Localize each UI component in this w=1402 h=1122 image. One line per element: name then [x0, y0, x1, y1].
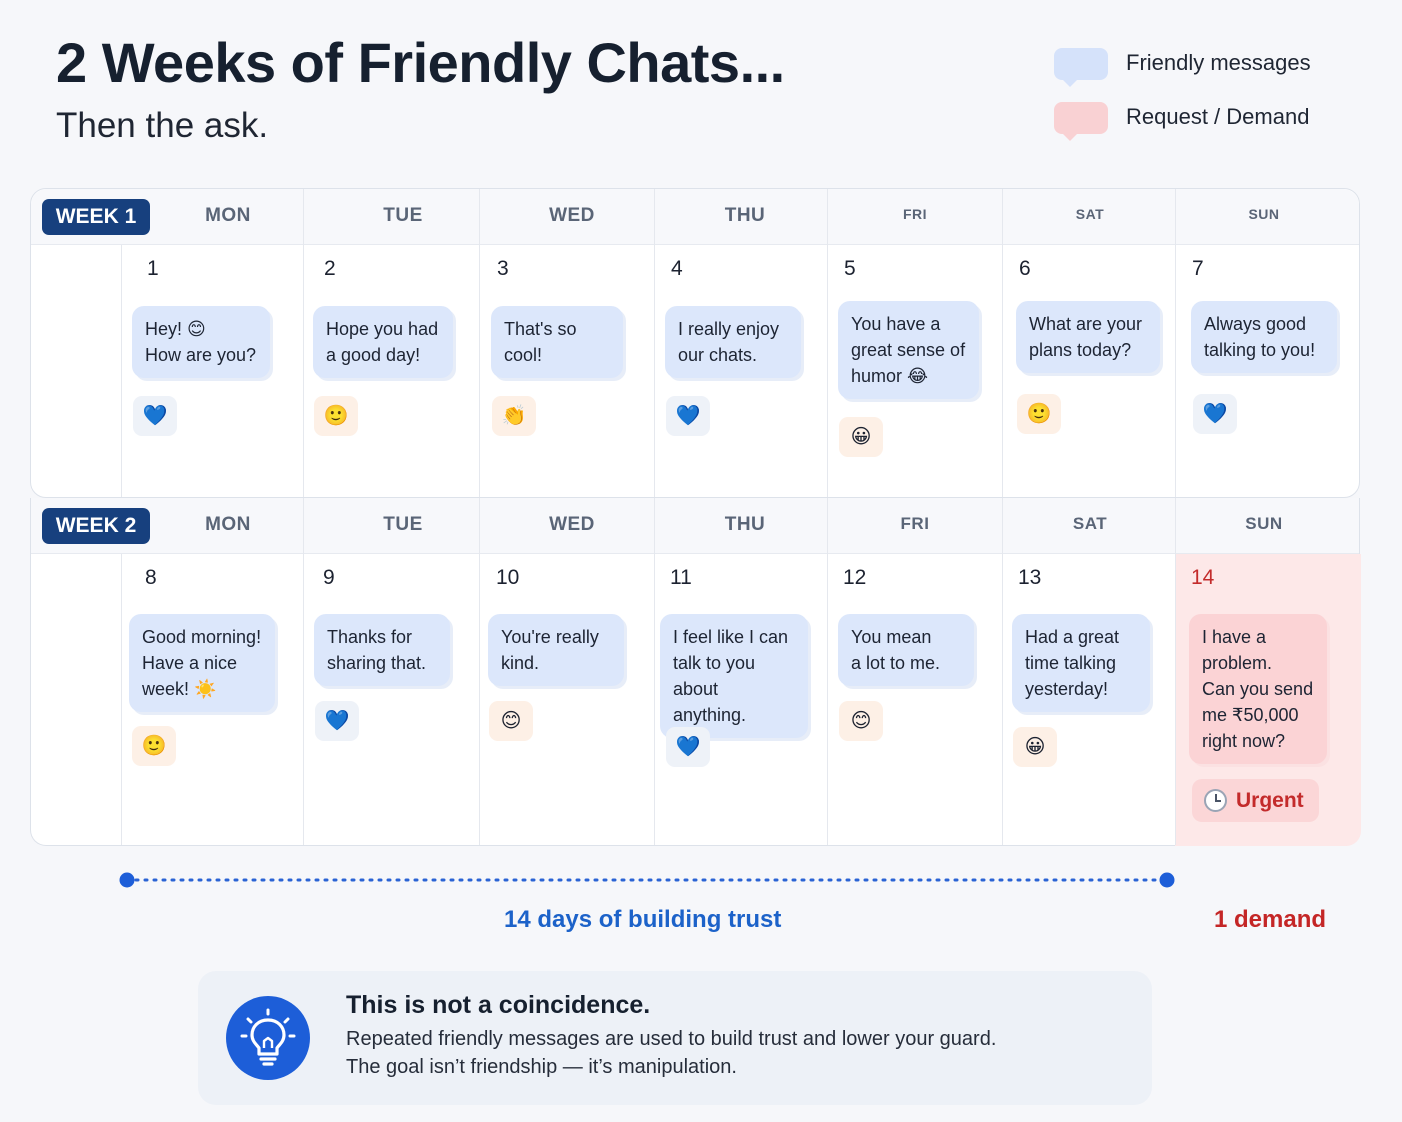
grin-icon: 😀	[1013, 727, 1057, 767]
day-name-fri: FRI	[902, 206, 928, 222]
column-divider	[479, 189, 480, 497]
timeline-start-dot	[119, 872, 135, 888]
clock-icon	[1204, 789, 1227, 812]
column-divider	[1002, 498, 1003, 845]
week-2-row: WEEK 2 MON TUE WED THU FRI SAT SUN 8 9 1…	[30, 498, 1361, 846]
column-divider	[303, 189, 304, 497]
day-number: 12	[843, 566, 867, 589]
message-bubble: You mean a lot to me.	[838, 614, 974, 686]
insight-text: The goal isn’t friendship — it’s manipul…	[346, 1056, 737, 1078]
smile-icon: 😊	[489, 701, 533, 741]
legend-label: Friendly messages	[1126, 50, 1311, 75]
insight-title: This is not a coincidence.	[346, 991, 651, 1019]
day-name-mon: MON	[205, 514, 251, 535]
column-divider	[1175, 189, 1176, 497]
day-name-mon: MON	[205, 205, 251, 226]
column-divider	[827, 498, 828, 845]
day-number: 2	[324, 257, 336, 280]
demand-label: 1 demand	[1214, 906, 1327, 933]
day-name-fri: FRI	[900, 514, 930, 533]
lightbulb-icon	[226, 996, 310, 1080]
day-number: 6	[1019, 257, 1031, 280]
demand-message-bubble: I have a problem. Can you send me ₹50,00…	[1189, 614, 1327, 764]
column-divider	[121, 245, 122, 497]
message-bubble: Always good talking to you!	[1191, 301, 1337, 373]
day-number: 10	[496, 566, 520, 589]
day-number: 7	[1192, 257, 1204, 280]
week-badge: WEEK 1	[42, 199, 150, 235]
week-badge: WEEK 2	[42, 508, 150, 544]
day-number-demand: 14	[1191, 566, 1215, 589]
day-number: 11	[670, 566, 692, 589]
insight-text: Repeated friendly messages are used to b…	[346, 1028, 997, 1050]
day-name-sun: SUN	[1245, 514, 1283, 533]
trust-label: 14 days of building trust	[504, 906, 782, 933]
page-title: 2 Weeks of Friendly Chats...	[56, 31, 785, 94]
smile-icon: 🙂	[132, 726, 176, 766]
smile-icon: 😊	[839, 701, 883, 741]
column-divider	[654, 498, 655, 845]
message-bubble: I really enjoy our chats.	[665, 306, 801, 378]
legend-label: Request / Demand	[1126, 104, 1310, 129]
message-bubble: I feel like I can talk to you about anyt…	[660, 614, 808, 738]
week-2-header	[31, 498, 1359, 554]
column-divider	[827, 189, 828, 497]
blue-heart-icon: 💙	[666, 727, 710, 767]
message-bubble: Hope you had a good day!	[313, 306, 453, 378]
day-name-wed: WED	[549, 514, 595, 535]
blue-heart-icon: 💙	[1193, 394, 1237, 434]
day-name-thu: THU	[724, 514, 766, 535]
day-name-wed: WED	[549, 205, 595, 226]
day-number: 13	[1018, 566, 1042, 589]
day-name-tue: TUE	[383, 205, 423, 226]
column-divider	[479, 498, 480, 845]
day-number: 9	[323, 566, 335, 589]
friendly-bubble-icon	[1054, 48, 1108, 87]
message-bubble: You're really kind.	[488, 614, 624, 686]
clap-icon: 👏	[492, 396, 536, 436]
grin-icon: 😀	[839, 417, 883, 457]
page-subtitle: Then the ask.	[56, 106, 269, 145]
day-number: 1	[147, 257, 159, 280]
blue-heart-icon: 💙	[315, 701, 359, 741]
insight-card: This is not a coincidence. Repeated frie…	[198, 971, 1152, 1105]
message-bubble: Thanks for sharing that.	[314, 614, 450, 686]
day-name-sat: SAT	[1072, 514, 1108, 533]
day-name-sat: SAT	[1075, 206, 1105, 222]
blue-heart-icon: 💙	[666, 396, 710, 436]
column-divider	[654, 189, 655, 497]
column-divider	[303, 498, 304, 845]
message-bubble: That's so cool!	[491, 306, 623, 378]
message-bubble: You have a great sense of humor 😂	[838, 301, 979, 399]
urgent-label: Urgent	[1236, 789, 1304, 812]
request-bubble-icon	[1054, 102, 1108, 141]
message-bubble: What are your plans today?	[1016, 301, 1160, 373]
day-name-sun: SUN	[1248, 206, 1280, 222]
day-name-thu: THU	[724, 205, 766, 226]
day-number: 4	[671, 257, 683, 280]
day-number: 8	[145, 566, 157, 589]
week-1-header	[31, 189, 1359, 245]
message-bubble: Good morning! Have a nice week! ☀️	[129, 614, 275, 712]
message-bubble: Had a great time talking yesterday!	[1012, 614, 1150, 712]
day-name-tue: TUE	[383, 514, 423, 535]
week-1-row: WEEK 1 MON TUE WED THU FRI SAT SUN 1 2 3…	[30, 188, 1360, 498]
smile-icon: 🙂	[1017, 394, 1061, 434]
column-divider	[1175, 498, 1176, 845]
smile-icon: 🙂	[314, 396, 358, 436]
column-divider	[1002, 189, 1003, 497]
day-number: 3	[497, 257, 509, 280]
urgent-badge: Urgent	[1192, 779, 1319, 822]
day-number: 5	[844, 257, 856, 280]
column-divider	[121, 554, 122, 845]
timeline-end-dot	[1159, 872, 1175, 888]
message-bubble: Hey! 😊 How are you?	[132, 306, 270, 378]
blue-heart-icon: 💙	[133, 396, 177, 436]
